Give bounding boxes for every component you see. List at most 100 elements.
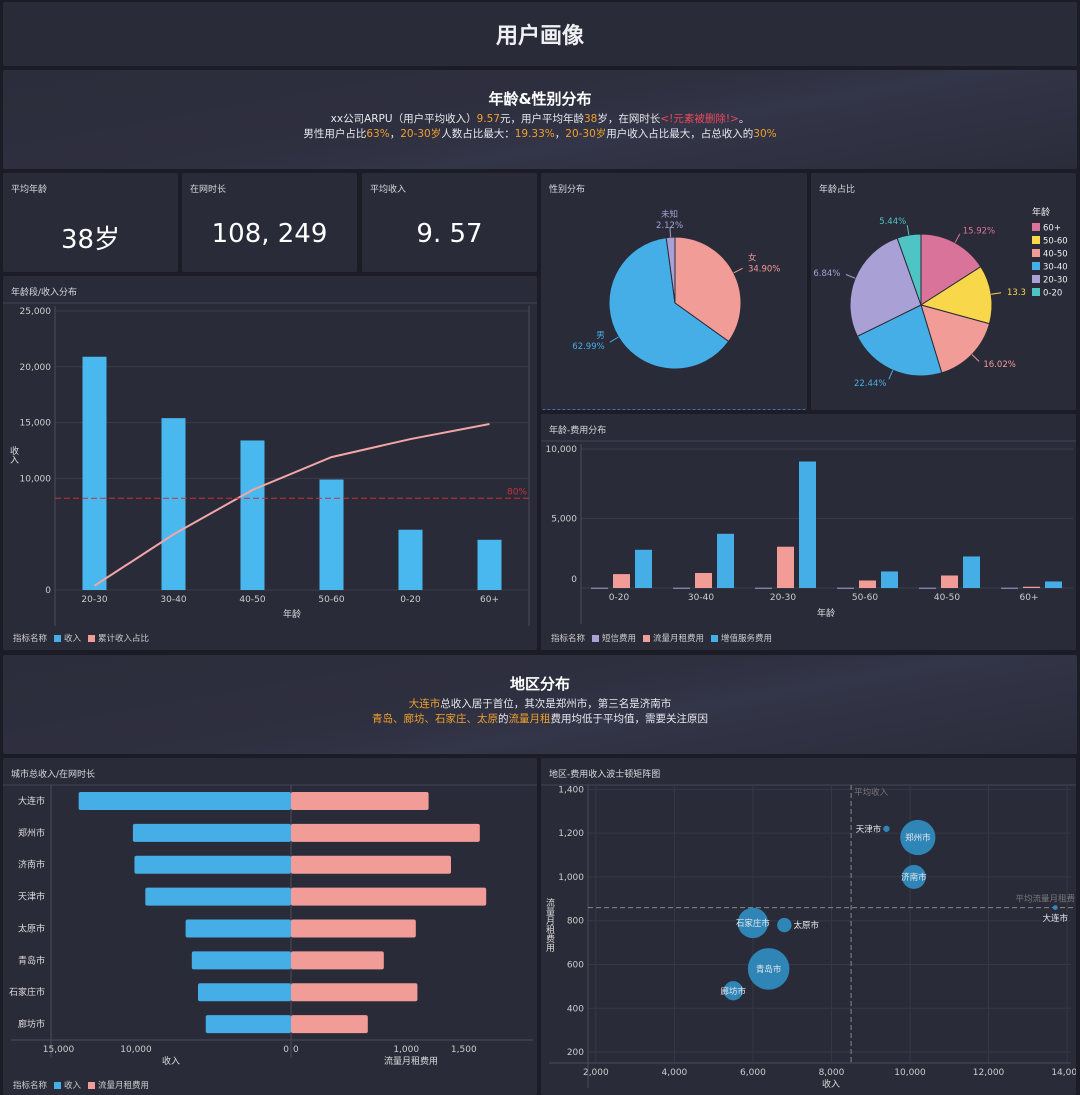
slice-label: 13.3 xyxy=(1007,288,1026,298)
gender-pie-chart: 女34.90% 男62.99% 未知2.12% xyxy=(572,209,780,370)
legend-item: 50-60 xyxy=(1043,237,1068,247)
income-bar xyxy=(198,983,291,1002)
x-tick-label: 2,000 xyxy=(583,1068,609,1078)
y-axis-title: 流量月租费用 xyxy=(544,897,555,953)
bubble-label: 大连市 xyxy=(1043,913,1069,924)
bar xyxy=(673,587,690,589)
kpi-label: 在网时长 xyxy=(190,185,227,195)
bar xyxy=(1045,581,1062,588)
legend-item: 30-40 xyxy=(1043,263,1068,273)
x-tick-label: 50-60 xyxy=(852,593,878,603)
bubble xyxy=(723,981,743,1001)
gender-pie-panel: 性别分布 女 34.90% 男 62.99% 未知 2.12% xyxy=(541,173,807,410)
text-segment: ， xyxy=(389,128,401,140)
bubble-label: 郑州市 xyxy=(905,833,931,844)
bar xyxy=(837,587,854,589)
bar xyxy=(799,461,816,588)
category-label: 济南市 xyxy=(18,859,45,871)
page-title: 用户画像 xyxy=(495,24,584,49)
legend-item[interactable]: 短信费用 xyxy=(592,632,636,644)
slice-label: 34.90% xyxy=(748,264,780,274)
income-bar xyxy=(132,823,291,842)
x-tick-label: 10,000 xyxy=(120,1045,152,1055)
y-tick-label: 20,000 xyxy=(20,363,52,373)
text-segment: 用户收入占比最大，占总收入的 xyxy=(606,128,754,140)
x-tick-label: 40-50 xyxy=(934,593,960,603)
text-segment: 男性用户占比 xyxy=(303,128,367,140)
x-tick-label: 8,000 xyxy=(819,1068,845,1078)
x-tick-label: 30-40 xyxy=(160,595,186,605)
traffic-fee-bar xyxy=(291,887,487,906)
bar xyxy=(755,587,772,589)
page-header: 用户画像 xyxy=(3,2,1077,66)
bar xyxy=(613,574,630,588)
y-tick-label: 25,000 xyxy=(20,307,52,317)
bar xyxy=(1001,587,1018,589)
label-leader xyxy=(954,233,961,243)
chart-legend: 指标名称 短信费用 流量月租费用 增值服务费用 xyxy=(551,632,772,644)
legend-item[interactable]: 增值服务费用 xyxy=(711,632,772,644)
x-tick-label: 0-20 xyxy=(609,593,630,603)
text-segment: 。 xyxy=(738,113,750,125)
text-segment: ， xyxy=(554,128,566,140)
income-bar xyxy=(134,855,291,874)
boston-matrix-chart: 2,000 4,000 6,000 8,000 10,000 12,000 14,000 20… xyxy=(541,784,1076,1090)
text-segment: 总收入居于首位，其次是郑州市，第三名是济南市 xyxy=(440,698,672,710)
legend-item[interactable]: 累计收入占比 xyxy=(88,632,149,644)
bubble xyxy=(777,917,792,933)
text-segment: 元，用户平均年龄 xyxy=(499,113,584,125)
legend-item[interactable]: 收入 xyxy=(54,632,81,644)
slice-label: 62.99% xyxy=(572,342,604,352)
slice-name: 未知 xyxy=(661,209,678,220)
bar xyxy=(919,587,936,589)
bar xyxy=(319,479,344,590)
highlight-text: 流量月租 xyxy=(508,713,551,725)
age-share-pie-chart: 15.92% 13.3 16.02% 22.44% 6.84% 5.44% 年龄 60+ 50-… xyxy=(813,206,1068,389)
legend-item[interactable]: 流量月租费用 xyxy=(88,1079,149,1091)
highlight-text: 青岛、廊坊、石家庄、太原 xyxy=(372,713,498,725)
bubble xyxy=(747,948,790,990)
y-tick-label: 0 xyxy=(571,575,577,585)
avg-income-label: 平均收入 xyxy=(854,787,889,798)
traffic-fee-bar xyxy=(291,919,416,938)
legend-title: 指标名称 xyxy=(551,634,586,644)
x-axis-title: 年龄 xyxy=(817,607,835,619)
bar xyxy=(477,539,502,590)
highlight-text: 20-30岁 xyxy=(565,128,607,140)
x-tick-label: 6,000 xyxy=(740,1068,766,1078)
x-tick-label: 4,000 xyxy=(662,1068,688,1078)
category-label: 天津市 xyxy=(18,891,45,903)
kpi-label: 平均年龄 xyxy=(11,185,48,195)
age-income-chart: 0 10,000 15,000 20,000 25,000 收入 20-30 30-40 40-… xyxy=(3,302,537,626)
highlight-text: 20-30岁 xyxy=(400,128,442,140)
kpi-value: 9. 57 xyxy=(416,219,483,249)
legend-swatch xyxy=(1032,236,1040,244)
y-tick-label: 200 xyxy=(567,1048,584,1058)
bubble-label: 济南市 xyxy=(901,872,927,883)
highlight-text: 38 xyxy=(583,113,598,125)
y-tick-label: 400 xyxy=(567,1004,584,1014)
x-tick-label: 50-60 xyxy=(318,595,344,605)
chart-title: 城市总收入/在网时长 xyxy=(11,770,96,780)
y-tick-label: 600 xyxy=(567,960,584,970)
x-tick-label: 30-40 xyxy=(688,593,714,603)
legend-item[interactable]: 流量月租费用 xyxy=(643,632,704,644)
legend-swatch xyxy=(1032,288,1040,296)
highlight-text: 19.33% xyxy=(514,128,555,140)
bar xyxy=(635,549,652,588)
kpi-value: 108, 249 xyxy=(211,219,328,249)
bar xyxy=(1023,586,1040,588)
pie-slice xyxy=(608,237,730,370)
chart-title: 地区-费用收入波士顿矩阵图 xyxy=(549,770,661,780)
category-label: 青岛市 xyxy=(18,954,45,966)
category-label: 石家庄市 xyxy=(9,986,45,998)
bubble-label: 天津市 xyxy=(856,824,882,835)
label-leader xyxy=(609,336,619,343)
boston-matrix-panel: 地区-费用收入波士顿矩阵图 2,000 4,000 6,000 8,000 10,000… xyxy=(541,758,1076,1095)
legend-item[interactable]: 收入 xyxy=(54,1079,81,1091)
label-leader xyxy=(888,369,894,380)
y-tick-label: 10,000 xyxy=(20,474,52,484)
x-tick-label: 20-30 xyxy=(81,595,107,605)
cumulative-line xyxy=(93,423,490,587)
summary-line: 男性用户占比63%，20-30岁人数占比最大：19.33%，20-30岁用户收入… xyxy=(3,127,1077,142)
